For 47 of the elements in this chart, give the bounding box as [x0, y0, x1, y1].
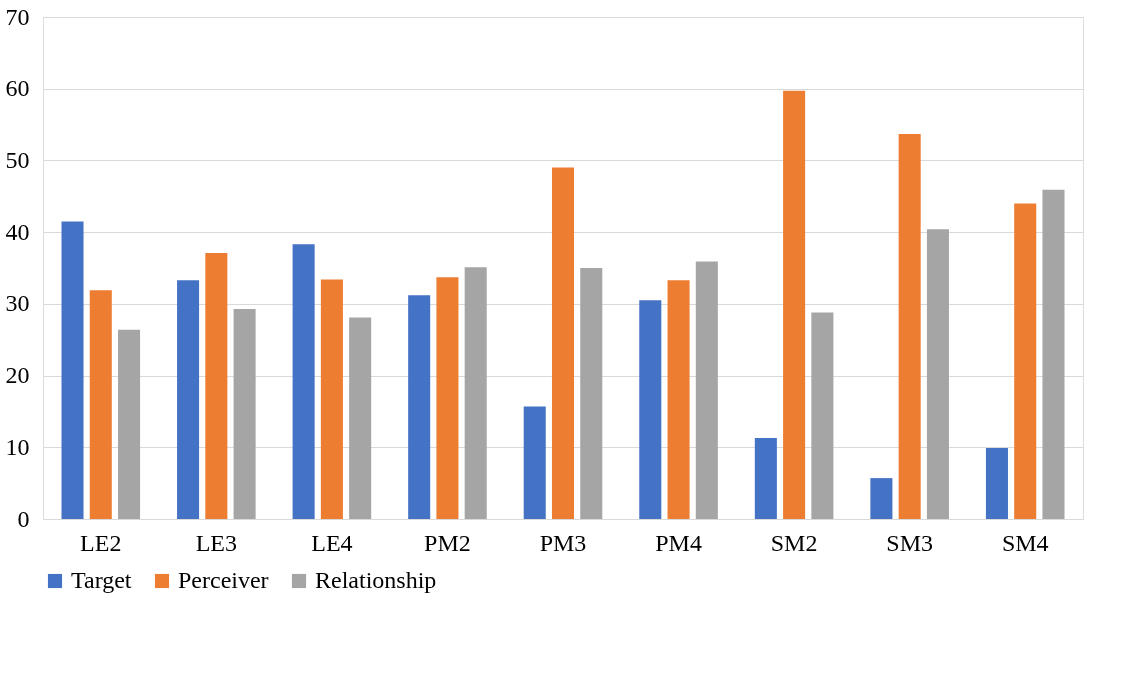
x-tick-label: PM3: [539, 529, 587, 556]
x-tick-label: PM2: [424, 529, 471, 556]
bar: [61, 221, 84, 519]
bar: [205, 252, 228, 519]
x-tick-label: SM4: [1001, 529, 1049, 556]
x-tick-label: PM4: [655, 529, 702, 556]
x-tick-label: LE4: [311, 529, 353, 556]
bar: [926, 229, 949, 519]
x-tick-label: SM2: [770, 529, 818, 556]
bar: [985, 448, 1008, 519]
bar: [118, 329, 141, 519]
legend-label: Perceiver: [178, 567, 269, 593]
y-tick-label: 10: [5, 433, 30, 460]
bar: [1042, 189, 1065, 519]
y-tick-label: 20: [5, 362, 30, 389]
bar: [408, 295, 431, 519]
y-tick-label: 0: [17, 505, 30, 532]
bar: [898, 133, 921, 519]
bar: [436, 277, 459, 519]
legend-label: Target: [71, 567, 132, 593]
bar: [695, 261, 718, 519]
y-tick-label: 50: [5, 146, 30, 173]
x-tick-label: LE3: [195, 529, 237, 556]
bar: [811, 312, 834, 519]
bar: [349, 317, 372, 519]
bar: [1014, 203, 1037, 519]
y-tick-label: 30: [5, 290, 30, 317]
bar: [177, 280, 200, 519]
y-tick-label: 60: [5, 75, 30, 102]
x-tick-label: SM3: [886, 529, 934, 556]
bar: [89, 290, 112, 519]
bar: [551, 167, 575, 519]
bar: [754, 437, 777, 519]
bar: [580, 268, 603, 519]
y-tick-label: 70: [5, 3, 30, 30]
bar: [639, 300, 662, 519]
bar: [292, 244, 315, 519]
legend-label: Relationship: [315, 567, 437, 593]
bar: [523, 406, 546, 519]
y-tick-label: 40: [5, 218, 30, 245]
bar: [464, 267, 487, 519]
bar: [667, 280, 690, 519]
x-tick-label: LE2: [80, 529, 122, 556]
bar: [233, 308, 256, 519]
bar: [320, 279, 343, 519]
bar: [870, 478, 893, 519]
bar: [783, 90, 806, 519]
